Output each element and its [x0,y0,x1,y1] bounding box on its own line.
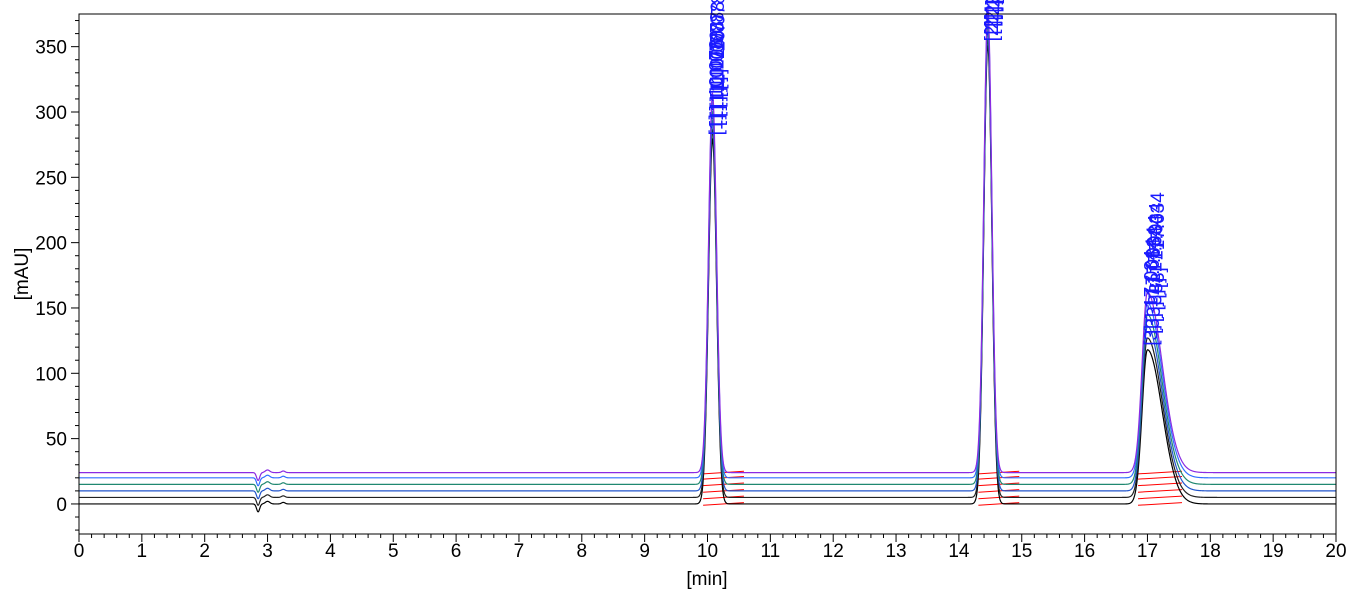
y-tick-label: 0 [56,495,67,516]
integration-baselines [703,470,1183,506]
x-tick-label: 4 [325,541,336,562]
peak-id-label: [3] [1144,301,1165,322]
peak-id-label: [2] [983,6,1004,27]
y-tick-label: 250 [35,168,67,189]
x-tick-label: 0 [74,541,85,562]
y-tick-label: 350 [35,38,67,59]
integration-baseline [1137,502,1183,506]
y-tick-label: 300 [35,103,67,124]
y-tick-label: 50 [46,430,67,451]
peak-id-label: [1] [707,114,728,135]
x-tick-label: 17 [1137,541,1158,562]
x-tick-label: 14 [948,541,970,562]
x-axis-title: [min] [686,569,727,590]
peak-id-label: [2] [983,0,1004,21]
peak-labels: [1]10.078[1]10.078[1]10.078[1]10.078[1]1… [707,0,1170,346]
peak-id-label: [3] [1148,267,1169,288]
peak-id-label: [1] [708,87,729,108]
x-tick-label: 15 [1011,541,1032,562]
y-axis-title: [mAU] [12,248,33,301]
peak-retention-time-label: 17.034 [1147,202,1168,261]
x-tick-label: 9 [639,541,650,562]
x-tick-label: 11 [760,541,780,562]
peak-id-label: [1] [709,69,730,90]
peak-retention-time-label: 17.034 [1143,237,1164,296]
integration-baseline [703,502,744,506]
peak-retention-time-label: 10.078 [708,1,729,59]
integration-baseline [1137,482,1183,487]
x-tick-label: 20 [1325,541,1346,562]
y-tick-label: 100 [35,364,67,385]
peak-retention-time-label: 10.078 [707,39,728,97]
x-tick-label: 12 [823,541,844,562]
integration-baseline [1137,495,1183,500]
x-tick-label: 10 [697,541,718,562]
peak-id-label: [3] [1143,313,1164,334]
integration-baseline [978,495,1020,500]
peak-id-label: [2] [982,20,1003,41]
x-tick-label: 7 [514,541,525,562]
y-axis: 0 50 100 150 200 250 300 350 [35,20,79,531]
chromatogram-trace [79,8,1336,482]
x-tick-label: 1 [137,541,148,562]
peak-retention-time-label: 10.078 [707,30,728,88]
integration-baseline [1137,470,1183,475]
y-tick-label: 150 [35,299,67,320]
peak-retention-time-label: 17.034 [1148,192,1169,251]
integration-baseline [978,502,1020,506]
x-tick-label: 13 [885,541,906,562]
peak-id-label: [1] [707,105,728,126]
x-tick-label: 19 [1263,541,1284,562]
integration-baseline [1137,489,1183,493]
peak-retention-time-label: 17.034 [1145,214,1166,273]
x-tick-label: 5 [388,541,399,562]
x-tick-label: 2 [199,541,210,562]
peak-id-label: [2] [983,0,1004,13]
peak-retention-time-label: 17.034 [1144,226,1165,285]
x-tick-label: 16 [1074,541,1095,562]
peak-retention-time-label: 10.078 [708,12,729,70]
peak-id-label: [3] [1142,325,1163,346]
chromatogram-traces [79,8,1336,513]
peak-id-label: [2] [984,0,1005,5]
y-tick-label: 200 [35,234,67,255]
peak-retention-time-label: 10.078 [709,0,730,52]
x-tick-label: 6 [451,541,462,562]
peak-retention-time-label: 17.034 [1142,249,1163,308]
x-tick-label: 8 [577,541,588,562]
x-axis: 0 1 2 3 4 5 6 7 8 9 10 11 12 13 14 15 16 17 18 19 20 [74,534,1347,562]
peak-retention-time-label: 14.462 [982,0,1003,3]
x-tick-label: 3 [262,541,273,562]
peak-id-label: [1] [708,76,729,97]
peak-retention-time-label: 10.078 [707,21,728,79]
peak-id-label: [1] [707,96,728,117]
peak-id-label: [2] [982,14,1003,35]
x-tick-label: 18 [1200,541,1221,562]
peak-id-label: [3] [1147,278,1168,299]
peak-id-label: [3] [1145,289,1166,310]
